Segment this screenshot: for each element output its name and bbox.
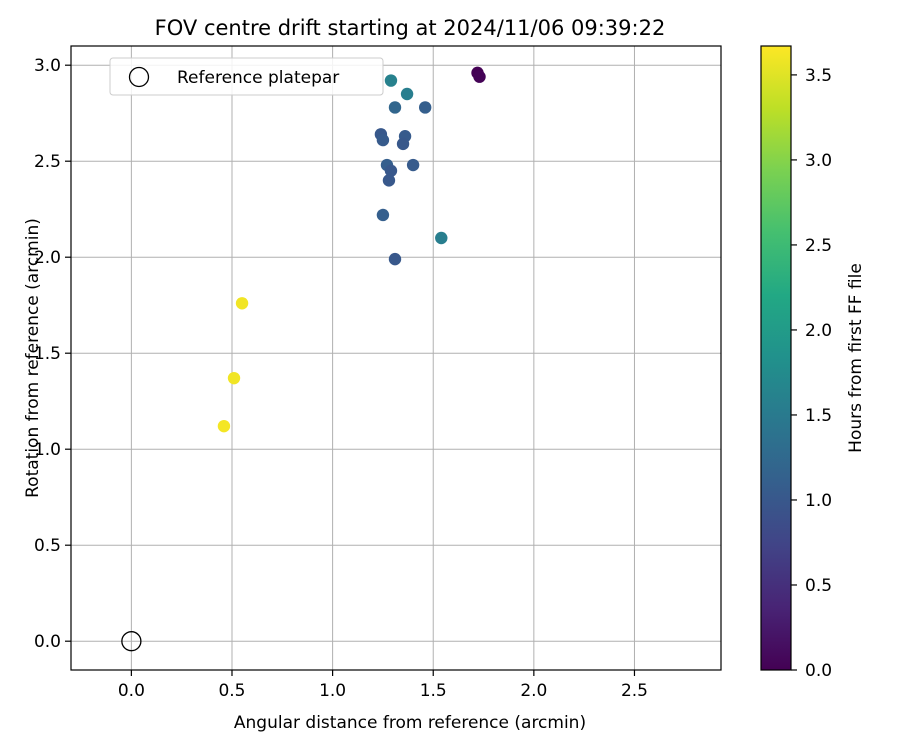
x-tick-label: 1.5 [420,681,447,701]
plot-frame [70,45,722,671]
data-point [388,252,402,266]
data-point [473,70,486,83]
data-point [376,208,390,222]
data-point [435,231,448,245]
y-tick-label: 2.5 [34,152,61,172]
x-tick-label: 2.5 [621,681,648,701]
legend-box [109,57,384,96]
y-axis-ticks: 0.0 0.5 1.0 1.5 2.0 2.5 3.0 [34,56,71,652]
data-point [400,87,414,101]
colorbar-tick-label: 1.0 [805,491,832,511]
y-tick-label: 2.0 [34,248,61,268]
x-axis-label: Angular distance from reference (arcmin) [234,713,586,733]
colorbar: 0.0 0.5 1.0 1.5 2.0 2.5 3.0 3.5 Hours from firs… [760,45,866,681]
colorbar-ticks: 0.0 0.5 1.0 1.5 2.0 2.5 3.0 3.5 [791,66,832,681]
colorbar-tick-label: 1.5 [805,406,832,426]
colorbar-tick-label: 3.0 [805,151,832,171]
data-point [396,137,410,151]
legend-label: Reference platepar [177,68,339,88]
colorbar-label: Hours from first FF file [846,263,866,453]
x-tick-label: 1.0 [319,681,346,701]
data-point [384,74,398,87]
colorbar-frame [760,45,792,671]
plot-area: 0.0 0.5 1.0 1.5 2.0 2.5 0.0 0.5 1.0 1.5 2.0 2.5 3.0 [34,45,722,701]
y-tick-label: 0.0 [34,632,61,652]
chart-title: FOV centre drift starting at 2024/11/06 … [155,16,666,40]
y-tick-label: 1.0 [34,440,61,460]
y-axis-label: Rotation from reference (arcmin) [23,218,43,498]
x-tick-label: 2.0 [520,681,547,701]
scatter-points [217,66,486,433]
data-point [217,419,231,433]
colorbar-tick-label: 2.0 [805,321,832,341]
data-point [382,174,396,187]
y-tick-label: 1.5 [34,344,61,364]
x-axis-ticks: 0.0 0.5 1.0 1.5 2.0 2.5 [118,670,648,701]
data-point [227,371,241,385]
legend[interactable]: Reference platepar [109,57,384,96]
y-tick-label: 0.5 [34,536,61,556]
data-point [406,158,420,172]
colorbar-tick-label: 2.5 [805,236,832,256]
y-tick-label: 3.0 [34,56,61,76]
colorbar-tick-label: 0.5 [805,576,832,596]
colorbar-gradient [761,46,791,670]
data-point [388,101,402,114]
data-point [235,297,249,310]
x-tick-label: 0.0 [118,681,145,701]
reference-platepar-marker [121,631,142,652]
grid [71,46,721,670]
colorbar-tick-label: 3.5 [805,66,832,86]
data-point [376,133,390,147]
data-point [384,164,398,177]
legend-open-circle-icon [128,66,150,88]
colorbar-tick-label: 0.0 [805,661,832,681]
data-point [418,101,432,114]
x-tick-label: 0.5 [218,681,245,701]
